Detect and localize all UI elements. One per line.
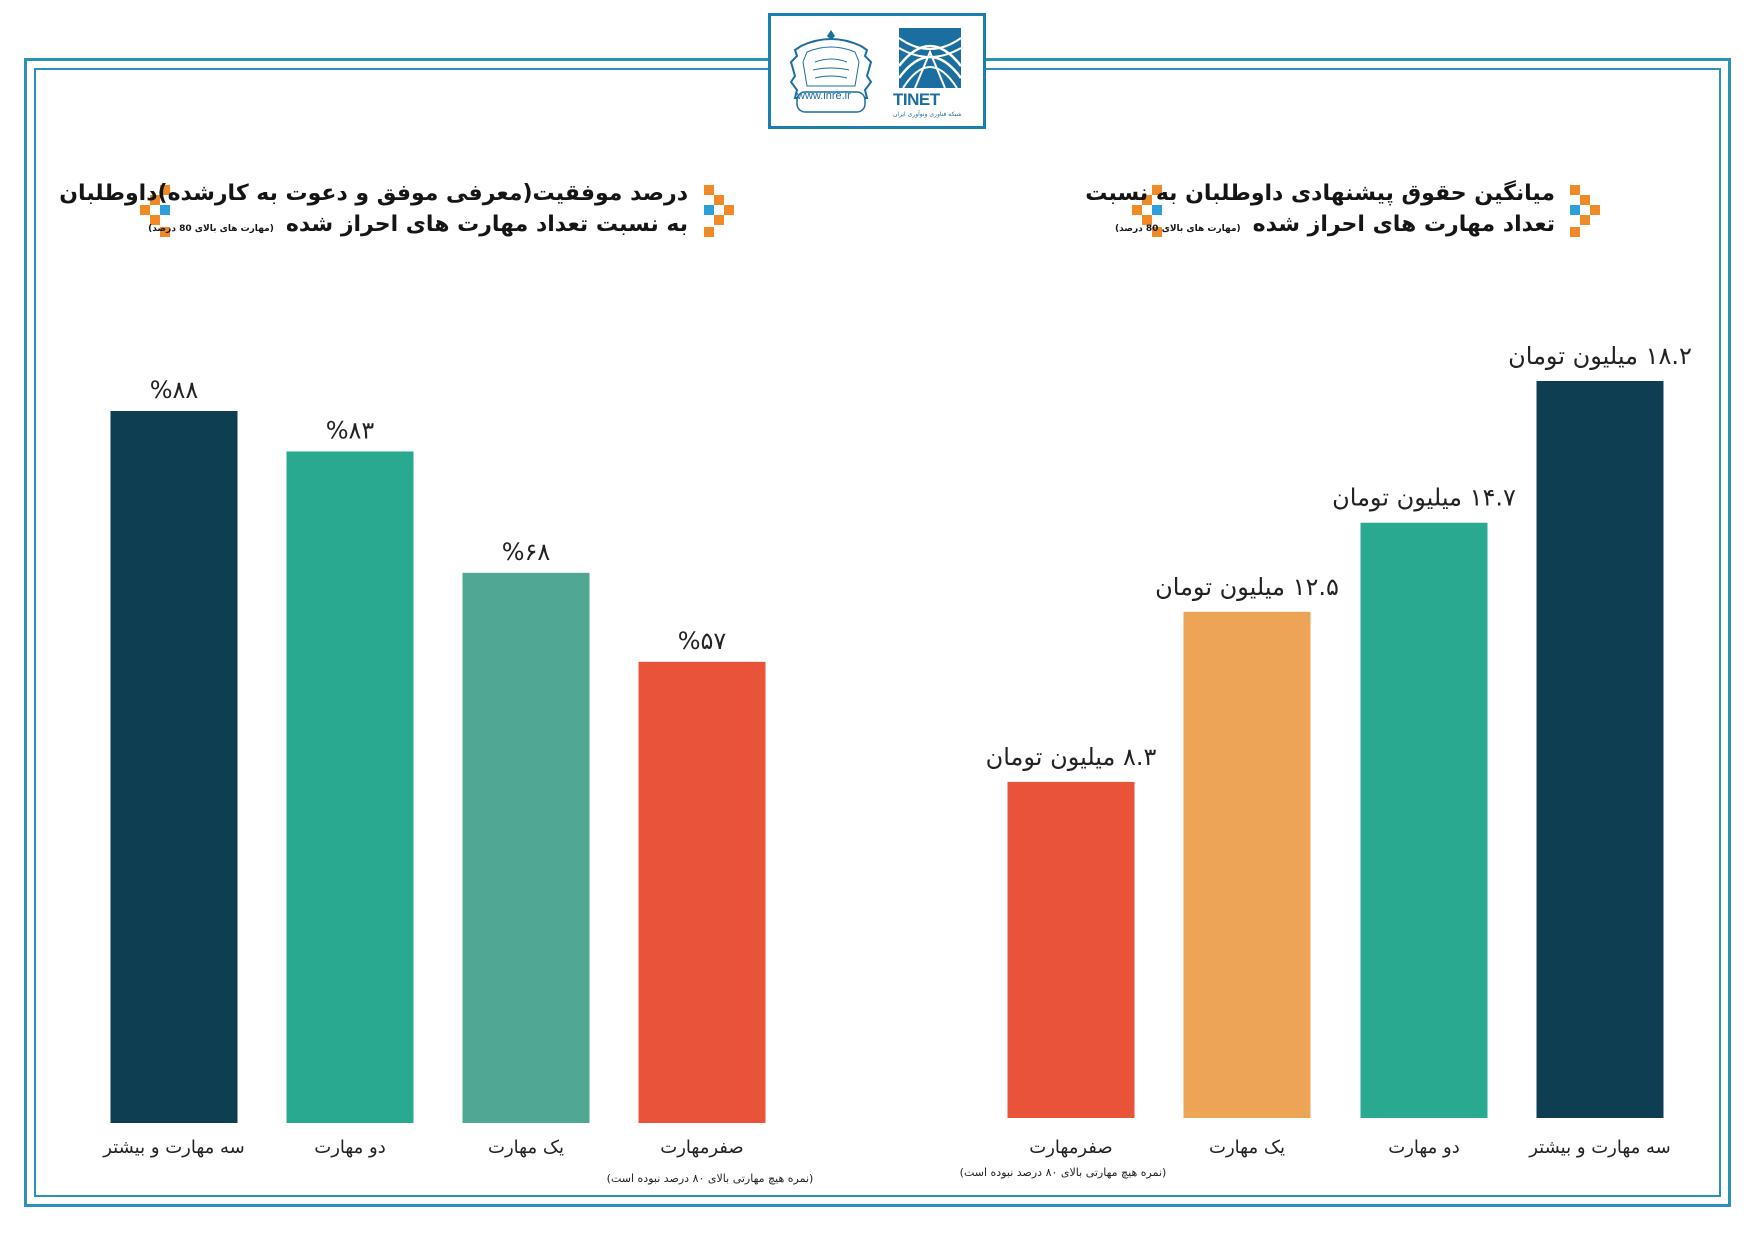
inre-url: www.inre.ir (797, 90, 851, 102)
category-label: یک مهارت (488, 1137, 564, 1158)
bar-success-rate-1 (286, 451, 414, 1123)
bar-salary-1 (1183, 611, 1311, 1118)
right-title-note: (مهارت های بالای 80 درصد) (1114, 224, 1241, 234)
category-label: صفرمهارت (1029, 1137, 1112, 1158)
category-label: صفرمهارت (660, 1137, 743, 1158)
bar-salary-2 (1360, 522, 1488, 1118)
left-title-note: (مهارت های بالای 80 درصد) (148, 224, 274, 234)
bar-value-label: ۱۲.۵ میلیون تومان (1155, 573, 1339, 601)
category-note: (نمره هیچ مهارتی بالای ۸۰ درصد نبوده است… (960, 1166, 1167, 1179)
left-title-line-2: به نسبت تعداد مهارت های احراز شده (285, 212, 688, 237)
left-chart-title: درصد موفقیت(معرفی موفق و دعوت به کارشده)… (59, 178, 688, 245)
bar-success-rate-3 (638, 661, 766, 1123)
tinet-name: TINET (893, 90, 940, 109)
title-decoration-icon (1570, 185, 1600, 237)
category-label: دو مهارت (314, 1137, 386, 1158)
bar-value-label: ۱۸.۲ میلیون تومان (1508, 342, 1692, 370)
title-decoration-icon (1132, 185, 1162, 237)
bar-success-rate-0 (110, 411, 238, 1123)
category-note: (نمره هیچ مهارتی بالای ۸۰ درصد نبوده است… (607, 1172, 814, 1185)
bar-value-label: %۸۸ (150, 376, 199, 404)
tinet-logo-icon (897, 28, 963, 89)
inre-logo-icon (789, 30, 873, 113)
logo-box: www.inre.ir TINET شبکه فناوری ونوآوری ای… (768, 13, 986, 129)
bar-value-label: %۶۸ (502, 538, 551, 566)
bar-value-label: %۵۷ (678, 627, 727, 655)
tinet-subtitle: شبکه فناوری ونوآوری ایران (893, 111, 962, 118)
bar-value-label: %۸۳ (326, 416, 375, 444)
left-title-line-1: درصد موفقیت(معرفی موفق و دعوت به کارشده)… (59, 181, 688, 206)
bar-value-label: ۱۴.۷ میلیون تومان (1332, 484, 1516, 512)
title-decoration-icon (140, 185, 170, 237)
bar-value-label: ۸.۳ میلیون تومان (986, 743, 1157, 771)
right-title-line-1: میانگین حقوق پیشنهادی داوطلبان به نسبت (1085, 181, 1555, 206)
category-label: سه مهارت و بیشتر (102, 1137, 245, 1158)
bar-salary-0 (1007, 781, 1135, 1118)
right-title-line-2: تعداد مهارت های احراز شده (1252, 212, 1555, 237)
category-label: سه مهارت و بیشتر (1528, 1137, 1671, 1158)
bar-success-rate-2 (462, 572, 590, 1123)
bar-salary-3 (1536, 381, 1664, 1118)
category-label: دو مهارت (1388, 1137, 1460, 1158)
category-label: یک مهارت (1209, 1137, 1285, 1158)
right-chart-title: میانگین حقوق پیشنهادی داوطلبان به نسبت ت… (1085, 178, 1555, 245)
title-decoration-icon (704, 185, 734, 237)
